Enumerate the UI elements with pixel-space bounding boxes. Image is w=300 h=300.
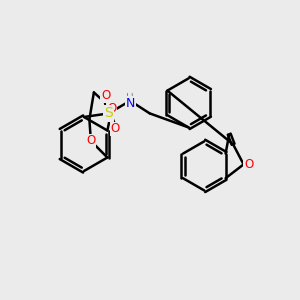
Text: O: O <box>101 89 110 103</box>
Text: H: H <box>126 93 134 103</box>
Text: O: O <box>86 134 95 148</box>
Text: O: O <box>244 158 253 171</box>
Text: O: O <box>111 122 120 136</box>
Text: S: S <box>104 106 113 120</box>
Text: N: N <box>125 97 135 110</box>
Text: O: O <box>107 102 116 116</box>
